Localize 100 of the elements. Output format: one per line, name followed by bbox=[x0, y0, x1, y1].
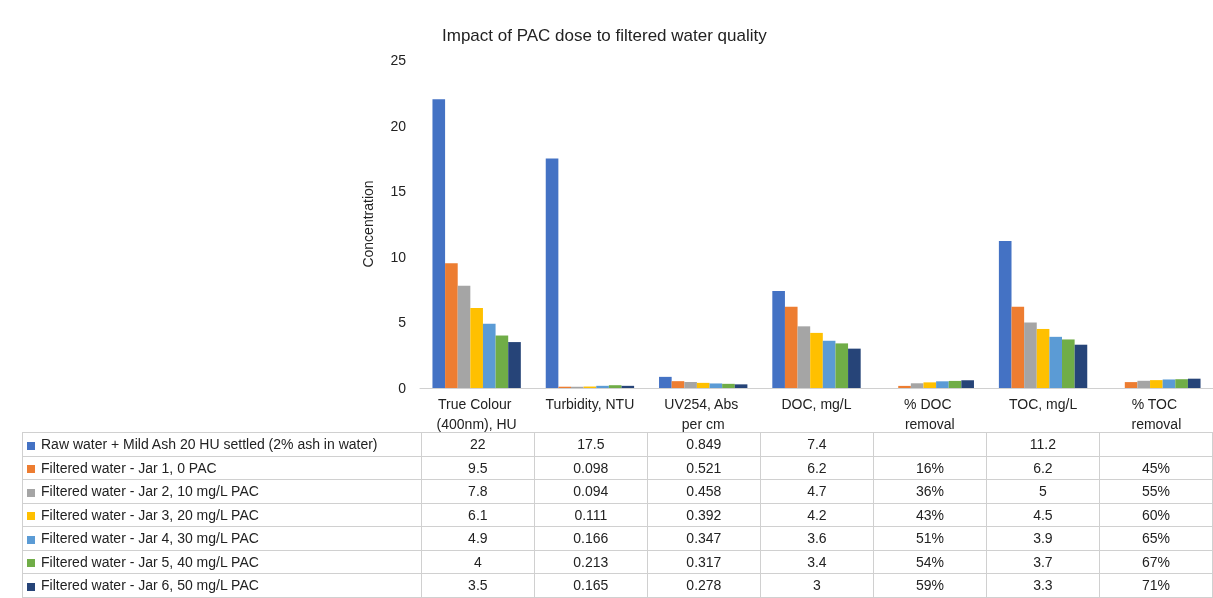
bar bbox=[1074, 344, 1088, 388]
bar bbox=[671, 381, 685, 388]
bar bbox=[659, 376, 672, 388]
bar bbox=[1024, 322, 1037, 388]
data-label: 55% bbox=[1099, 479, 1213, 503]
bar bbox=[508, 342, 521, 388]
data-label: 6.2 bbox=[760, 456, 874, 480]
legend-label: Filtered water - Jar 6, 50 mg/L PAC bbox=[22, 573, 422, 597]
bar bbox=[1124, 382, 1138, 388]
bar bbox=[608, 385, 622, 388]
bar bbox=[482, 323, 496, 388]
data-label: 22 bbox=[421, 432, 535, 456]
data-label: 3.9 bbox=[986, 526, 1100, 550]
data-label: 51% bbox=[873, 526, 987, 550]
data-label: 59% bbox=[873, 573, 987, 597]
legend-label: Filtered water - Jar 4, 30 mg/L PAC bbox=[22, 526, 422, 550]
data-label: 0.347 bbox=[647, 526, 761, 550]
data-label: 0.521 bbox=[647, 456, 761, 480]
bar bbox=[948, 380, 962, 388]
data-label: 0.098 bbox=[534, 456, 648, 480]
bar bbox=[432, 99, 446, 388]
data-label: 16% bbox=[873, 456, 987, 480]
bar bbox=[1137, 380, 1151, 388]
bar bbox=[596, 385, 609, 388]
data-label: 36% bbox=[873, 479, 987, 503]
bar bbox=[621, 385, 635, 388]
data-label: 3.5 bbox=[421, 573, 535, 597]
bar bbox=[445, 263, 458, 388]
data-label: 3.7 bbox=[986, 550, 1100, 574]
data-label: 43% bbox=[873, 503, 987, 527]
chart-title: Impact of PAC dose to filtered water quality bbox=[442, 26, 768, 45]
bar bbox=[923, 382, 937, 388]
bar bbox=[495, 335, 509, 388]
legend-label: Filtered water - Jar 3, 20 mg/L PAC bbox=[22, 503, 422, 527]
bar bbox=[545, 158, 559, 388]
data-label: 3.4 bbox=[760, 550, 874, 574]
x-tick-label: DOC, mg/L bbox=[781, 396, 852, 412]
x-tick-label: % DOC removal bbox=[904, 396, 956, 432]
bar bbox=[696, 382, 710, 388]
data-label: 0.278 bbox=[647, 573, 761, 597]
bar bbox=[784, 306, 798, 388]
data-label: 4 bbox=[421, 550, 535, 574]
legend-label: Filtered water - Jar 5, 40 mg/L PAC bbox=[22, 550, 422, 574]
bar bbox=[797, 326, 811, 388]
data-label: 54% bbox=[873, 550, 987, 574]
y-tick-label: 15 bbox=[390, 183, 407, 200]
bar bbox=[1049, 336, 1063, 388]
bar bbox=[734, 384, 748, 388]
data-label: 0.317 bbox=[647, 550, 761, 574]
data-label: 3 bbox=[760, 573, 874, 597]
data-label: 71% bbox=[1099, 573, 1213, 597]
data-label: 9.5 bbox=[421, 456, 535, 480]
data-label: 65% bbox=[1099, 526, 1213, 550]
y-tick-label: 0 bbox=[398, 380, 407, 396]
bar bbox=[709, 383, 723, 388]
data-label: 17.5 bbox=[534, 432, 648, 456]
data-label: 5 bbox=[986, 479, 1100, 503]
data-label: 67% bbox=[1099, 550, 1213, 574]
y-tick-label: 20 bbox=[390, 117, 407, 134]
data-label: 4.2 bbox=[760, 503, 874, 527]
data-label: 0.094 bbox=[534, 479, 648, 503]
data-label: 60% bbox=[1099, 503, 1213, 527]
data-label: 0.849 bbox=[647, 432, 761, 456]
y-axis-title: Concentration bbox=[360, 180, 376, 268]
bar bbox=[961, 380, 974, 388]
y-tick-label: 25 bbox=[390, 52, 407, 68]
x-tick-label: True Colour (400nm), HU bbox=[436, 396, 517, 432]
bar bbox=[810, 332, 823, 388]
bar bbox=[1162, 379, 1176, 388]
x-tick-label: Turbidity, NTU bbox=[545, 396, 635, 412]
data-label: 7.8 bbox=[421, 479, 535, 503]
data-label: 4.7 bbox=[760, 479, 874, 503]
data-label: 4.9 bbox=[421, 526, 535, 550]
data-label: 3.3 bbox=[986, 573, 1100, 597]
bar bbox=[998, 241, 1012, 388]
x-tick-label: % TOC removal bbox=[1131, 396, 1182, 432]
bar bbox=[1062, 339, 1075, 388]
data-label: 3.6 bbox=[760, 526, 874, 550]
y-tick-label: 10 bbox=[390, 248, 407, 265]
bar bbox=[1187, 378, 1201, 388]
bar bbox=[822, 340, 836, 388]
data-label: 4.5 bbox=[986, 503, 1100, 527]
data-label: 6.1 bbox=[421, 503, 535, 527]
data-label: 0.213 bbox=[534, 550, 648, 574]
data-label: 7.4 bbox=[760, 432, 874, 456]
data-label: 6.2 bbox=[986, 456, 1100, 480]
data-label: 0.165 bbox=[534, 573, 648, 597]
bar bbox=[722, 383, 735, 388]
bar bbox=[684, 381, 697, 388]
data-label: 11.2 bbox=[986, 432, 1100, 456]
y-tick-label: 5 bbox=[398, 314, 407, 331]
data-label: 0.392 bbox=[647, 503, 761, 527]
bar bbox=[457, 285, 471, 388]
legend-label: Filtered water - Jar 1, 0 PAC bbox=[22, 456, 422, 480]
bar bbox=[1150, 380, 1163, 388]
bar bbox=[772, 290, 785, 388]
bar bbox=[1011, 306, 1025, 388]
bar bbox=[1175, 379, 1188, 388]
bar bbox=[1036, 328, 1050, 388]
data-label: 0.111 bbox=[534, 503, 648, 527]
